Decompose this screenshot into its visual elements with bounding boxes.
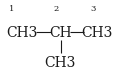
Text: 2: 2 <box>54 5 59 14</box>
Text: CH3: CH3 <box>82 26 113 40</box>
Text: CH: CH <box>49 26 71 40</box>
Text: 3: 3 <box>91 5 96 14</box>
Text: CH3: CH3 <box>6 26 38 40</box>
Text: CH3: CH3 <box>44 56 76 70</box>
Text: 1: 1 <box>9 5 14 14</box>
